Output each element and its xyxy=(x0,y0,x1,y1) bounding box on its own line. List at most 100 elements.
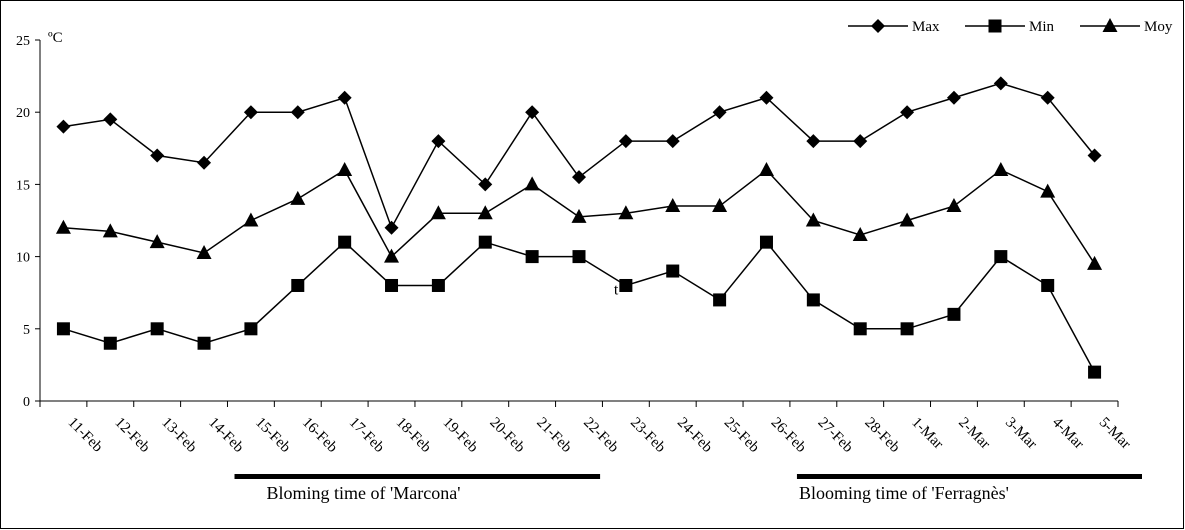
legend-item-moy: Moy xyxy=(1080,18,1173,35)
legend: Max Min Moy xyxy=(848,18,1173,35)
data-point-max xyxy=(1087,148,1102,163)
y-tick-label: 5 xyxy=(23,323,30,338)
y-tick-label: 25 xyxy=(16,34,30,49)
y-tick-label: 0 xyxy=(23,395,30,410)
data-point-moy xyxy=(1087,255,1103,270)
data-point-max xyxy=(993,76,1008,91)
data-point-min xyxy=(338,235,352,249)
data-point-moy xyxy=(946,198,962,213)
data-point-max xyxy=(618,134,633,149)
data-point-moy xyxy=(290,190,306,205)
data-point-min xyxy=(103,336,117,350)
data-point-min xyxy=(947,307,961,321)
data-point-min xyxy=(150,322,164,336)
legend-marker-min xyxy=(988,19,1002,33)
data-point-min xyxy=(56,322,70,336)
data-point-moy xyxy=(618,205,634,220)
series-moy xyxy=(55,161,1103,270)
y-tick-label: 15 xyxy=(16,178,30,193)
data-point-max xyxy=(572,170,586,185)
series-layer xyxy=(55,76,1103,379)
data-point-min xyxy=(572,250,586,264)
bloom-periods: Bloming time of 'Marcona' Blooming time o… xyxy=(234,474,1142,503)
data-point-max xyxy=(1040,90,1055,105)
legend-item-max: Max xyxy=(848,19,940,35)
y-tick-label: 10 xyxy=(16,251,30,266)
y-axis-ticks: 0 5 10 15 20 25 xyxy=(16,34,40,410)
data-point-max xyxy=(853,134,868,149)
data-point-min xyxy=(713,293,727,307)
data-point-moy xyxy=(477,205,493,220)
legend-label-moy: Moy xyxy=(1144,19,1173,35)
data-point-moy xyxy=(758,161,774,176)
legend-marker-moy xyxy=(1102,18,1118,32)
data-point-moy xyxy=(571,208,587,223)
data-point-moy xyxy=(524,176,540,191)
series-min xyxy=(56,235,1102,379)
data-point-moy xyxy=(149,234,165,249)
data-point-moy xyxy=(243,212,259,227)
bloom-label: Bloming time of 'Marcona' xyxy=(267,483,461,503)
data-point-max xyxy=(946,90,961,105)
data-point-moy xyxy=(665,198,681,213)
legend-item-min: Min xyxy=(965,19,1055,35)
data-point-min xyxy=(525,250,539,264)
data-point-moy xyxy=(430,205,446,220)
data-point-min xyxy=(806,293,820,307)
legend-label-max: Max xyxy=(912,19,940,35)
data-point-min xyxy=(900,322,914,336)
data-point-max xyxy=(197,155,212,170)
data-point-moy xyxy=(712,198,728,213)
data-point-max xyxy=(290,105,305,120)
data-point-min xyxy=(385,278,399,292)
data-point-moy xyxy=(55,219,71,234)
data-point-min xyxy=(994,250,1008,264)
data-point-max xyxy=(712,105,727,120)
data-point-moy xyxy=(993,161,1009,176)
series-max xyxy=(56,76,1102,235)
bloom-bar xyxy=(234,474,601,479)
data-point-min xyxy=(431,278,445,292)
bloom-label: Blooming time of 'Ferragnès' xyxy=(799,483,1009,503)
data-point-max xyxy=(56,119,71,134)
data-point-max xyxy=(525,105,540,120)
data-point-moy xyxy=(337,161,353,176)
data-point-moy xyxy=(1040,183,1056,198)
data-point-max xyxy=(478,177,493,192)
data-point-moy xyxy=(899,212,915,227)
data-point-moy xyxy=(102,223,118,238)
annotation-text: t xyxy=(614,282,619,299)
data-point-min xyxy=(1088,365,1102,379)
data-point-moy xyxy=(196,244,212,259)
data-point-min xyxy=(853,322,867,336)
legend-label-min: Min xyxy=(1029,19,1055,35)
data-point-min xyxy=(244,322,258,336)
data-point-max xyxy=(337,90,352,105)
data-point-moy xyxy=(384,248,400,263)
data-point-max xyxy=(900,105,915,120)
data-point-max xyxy=(243,105,258,120)
bloom-bar xyxy=(796,474,1142,479)
data-point-max xyxy=(431,134,446,149)
annotations: t xyxy=(614,282,619,299)
data-point-moy xyxy=(852,226,868,241)
data-point-max xyxy=(150,148,165,163)
data-point-moy xyxy=(805,212,821,227)
data-point-max xyxy=(665,134,680,149)
data-point-min xyxy=(197,336,211,350)
data-point-min xyxy=(291,278,305,292)
data-point-min xyxy=(1041,278,1055,292)
data-point-min xyxy=(619,278,633,292)
unit-label: ºC xyxy=(48,30,63,46)
data-point-max xyxy=(759,90,774,105)
y-tick-label: 20 xyxy=(16,106,30,121)
data-point-max xyxy=(806,134,821,149)
data-point-min xyxy=(478,235,492,249)
data-point-min xyxy=(666,264,680,278)
data-point-max xyxy=(384,220,399,235)
data-point-min xyxy=(759,235,773,249)
legend-marker-max xyxy=(871,19,885,33)
data-point-max xyxy=(103,112,118,127)
